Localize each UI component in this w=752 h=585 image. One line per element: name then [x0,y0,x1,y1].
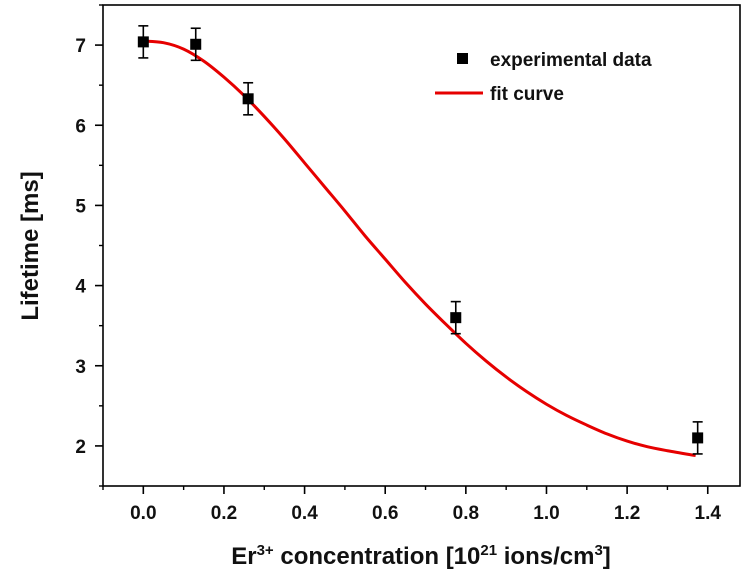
legend-label-experimental-data: experimental data [490,50,652,71]
y-axis-ticks: 2 3 4 5 6 7 [75,4,103,487]
y-tick-label: 2 [75,437,86,458]
legend-marker-experimental-data [457,53,468,64]
x-axis-title-sup-3: 3 [594,542,602,559]
x-axis-title-middle: concentration [10 [274,543,481,570]
plot-frame [102,4,741,487]
x-tick-label: 1.0 [533,503,559,524]
y-tick-label: 5 [75,196,86,217]
x-axis-ticks: 0.0 0.2 0.4 0.6 0.8 1.0 1.2 1.4 [102,486,722,524]
x-tick-label: 0.8 [453,503,479,524]
data-point [692,432,704,444]
x-tick-label: 1.4 [695,503,722,524]
data-point [450,312,462,324]
legend: experimental data fit curve [435,50,652,105]
x-axis-title-sup-2: 21 [480,542,497,559]
y-axis-title: Lifetime [ms] [17,171,44,320]
fit-curve-line [143,39,696,458]
x-tick-label: 0.0 [130,503,156,524]
x-tick-label: 1.2 [614,503,640,524]
x-axis-title-end: ] [603,543,611,570]
x-axis-title: Er3+ concentration [1021 ions/cm3] [231,542,611,570]
y-tick-label: 4 [75,277,86,298]
x-axis-title-rest: ions/cm [497,543,594,570]
legend-label-fit-curve: fit curve [490,84,564,105]
x-tick-label: 0.2 [211,503,237,524]
data-point [242,93,254,105]
x-axis-title-sup-1: 3+ [257,542,274,559]
fit-curve-series [143,39,696,458]
y-tick-label: 3 [75,357,86,378]
data-point [137,36,149,48]
experimental-data-series [137,25,704,455]
x-tick-label: 0.4 [291,503,318,524]
x-tick-label: 0.6 [372,503,398,524]
y-tick-label: 6 [75,116,86,137]
y-tick-label: 7 [75,36,86,57]
data-point [190,38,202,50]
x-axis-title-prefix: Er [231,543,256,570]
